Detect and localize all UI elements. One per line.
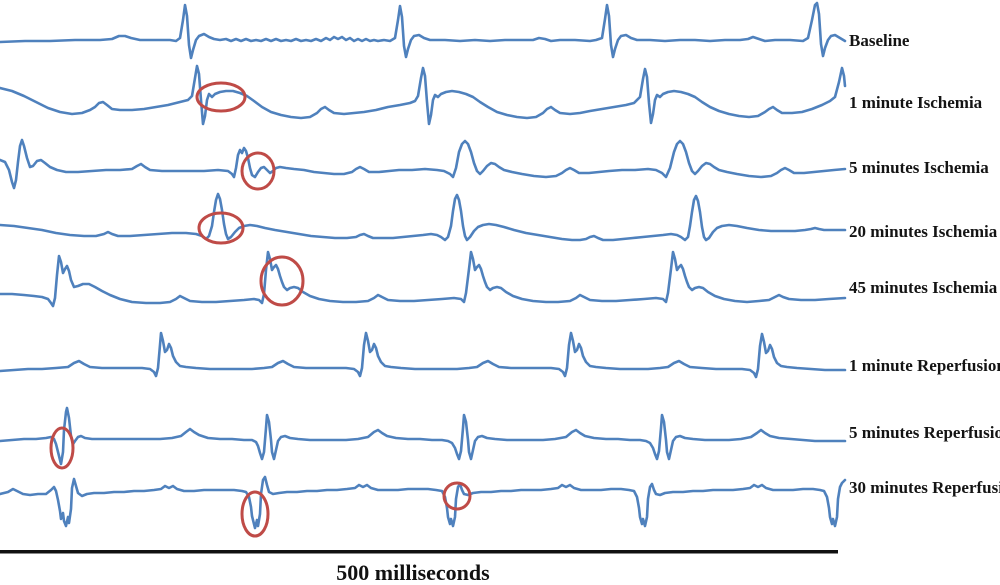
annotation-ellipse [240,490,270,538]
ecg-trace [0,475,847,530]
ecg-trace [0,331,847,379]
annotation-ellipse [49,426,75,470]
ecg-trace [0,406,847,466]
ecg-trace [0,250,847,308]
trace-label: 45 minutes Ischemia [849,278,998,297]
trace-row-2: 1 minute Ischemia [0,64,983,126]
annotation-ellipse [197,211,245,245]
annotation-ellipse [195,81,247,113]
annotation-ellipse [442,481,472,511]
trace-row-7: 5 minutes Reperfusion [0,406,1000,470]
trace-label: 1 minute Reperfusion [849,356,1000,375]
ecg-trace [0,64,847,126]
ecg-trace [0,138,847,190]
trace-row-8: 30 minutes Reperfusion [0,475,1000,538]
trace-label: Baseline [849,31,910,50]
trace-row-4: 20 minutes Ischemia [0,192,998,245]
trace-row-6: 1 minute Reperfusion [0,331,1000,379]
ecg-trace [0,192,847,242]
trace-row-1: Baseline [0,1,910,60]
trace-label: 20 minutes Ischemia [849,222,998,241]
trace-label: 5 minutes Reperfusion [849,423,1000,442]
scale-bar-label: 500 milliseconds [336,560,490,585]
annotation-ellipse [240,151,276,191]
trace-label: 5 minutes Ischemia [849,158,989,177]
trace-row-5: 45 minutes Ischemia [0,250,998,308]
trace-row-3: 5 minutes Ischemia [0,138,989,191]
scale-bar [0,550,838,554]
ecg-trace [0,1,847,60]
annotation-ellipse [259,255,305,307]
trace-label: 1 minute Ischemia [849,93,983,112]
trace-label: 30 minutes Reperfusion [849,478,1000,497]
